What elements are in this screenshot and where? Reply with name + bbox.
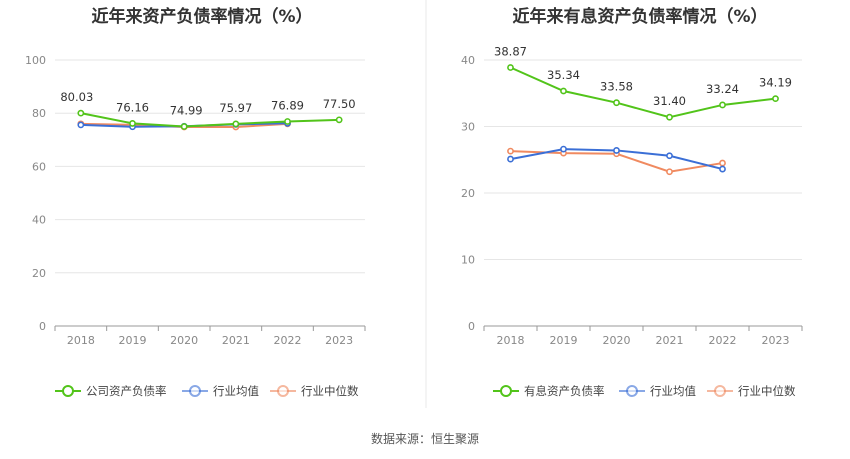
- legend-label: 行业中位数: [738, 384, 796, 398]
- y-tick-label: 0: [468, 320, 475, 333]
- x-tick-label: 2018: [497, 334, 525, 347]
- y-tick-label: 0: [39, 320, 46, 333]
- legend-swatch-marker: [714, 385, 726, 397]
- data-label: 75.97: [219, 101, 252, 115]
- data-source-note: 数据来源：恒生聚源: [371, 431, 479, 446]
- data-point: [507, 147, 514, 155]
- legend-label: 行业均值: [650, 384, 696, 398]
- y-tick-label: 30: [461, 121, 475, 134]
- legend-item-2[interactable]: 行业均值: [619, 384, 696, 398]
- data-label: 33.58: [600, 80, 633, 94]
- series-line-1: [510, 66, 776, 119]
- data-point: [719, 159, 726, 167]
- data-point: [560, 145, 567, 153]
- data-point: [719, 101, 726, 109]
- data-point: [666, 168, 673, 176]
- x-tick-label: 2019: [119, 334, 147, 347]
- legend-swatch-marker: [189, 385, 201, 397]
- x-tick-label: 2023: [325, 334, 353, 347]
- data-label: 76.89: [271, 98, 304, 112]
- data-point: [507, 155, 514, 163]
- data-point: [560, 87, 567, 95]
- legend-swatch-marker: [626, 385, 638, 397]
- data-point: [613, 99, 620, 107]
- chart-panel-1: 近年来资产负债率情况（%） 0 20 40 60 80 100 2018 2019 2020 202…: [25, 6, 366, 398]
- legend-swatch-marker: [62, 385, 74, 397]
- legend-item-3[interactable]: 行业中位数: [270, 384, 359, 398]
- y-tick-label: 20: [461, 187, 475, 200]
- x-tick-label: 2022: [274, 334, 302, 347]
- legend-item-3[interactable]: 行业中位数: [707, 384, 796, 398]
- legend-item-2[interactable]: 行业均值: [182, 384, 259, 398]
- data-point: [719, 165, 726, 173]
- legend-label: 行业中位数: [301, 384, 359, 398]
- data-label: 74.99: [170, 104, 203, 118]
- y-tick-label: 40: [32, 214, 46, 227]
- x-tick-label: 2020: [603, 334, 631, 347]
- data-point: [335, 116, 343, 124]
- y-tick-label: 80: [32, 107, 46, 120]
- x-tick-label: 2022: [709, 334, 737, 347]
- data-label: 80.03: [60, 90, 93, 104]
- data-point: [666, 113, 673, 121]
- legend-swatch-marker: [500, 385, 512, 397]
- data-point: [284, 118, 291, 125]
- x-tick-label: 2018: [67, 334, 95, 347]
- chart-title: 近年来资产负债率情况（%）: [91, 6, 312, 27]
- data-label: 34.19: [759, 76, 792, 90]
- data-point: [77, 121, 85, 129]
- x-tick-label: 2023: [762, 334, 790, 347]
- y-tick-label: 20: [32, 267, 46, 280]
- y-tick-label: 100: [25, 54, 46, 67]
- data-label: 31.40: [653, 94, 686, 108]
- y-tick-label: 40: [461, 54, 475, 67]
- data-point: [232, 120, 240, 128]
- data-label: 33.24: [706, 82, 739, 96]
- data-label: 38.87: [494, 45, 527, 59]
- data-label: 76.16: [116, 100, 149, 114]
- series-line-1: [80, 112, 340, 128]
- chart-title: 近年来有息资产负债率情况（%）: [512, 6, 767, 27]
- chart-panel-2: 近年来有息资产负债率情况（%） 0 10 20 30 40 2018 2019 2020 2021…: [461, 6, 803, 398]
- x-tick-label: 2021: [222, 334, 250, 347]
- data-point: [77, 109, 85, 117]
- legend-item-1[interactable]: 公司资产负债率: [55, 384, 167, 398]
- legend-label: 有息资产负债率: [524, 384, 605, 398]
- data-point: [666, 152, 673, 160]
- data-label: 77.50: [323, 97, 356, 111]
- y-tick-label: 60: [32, 160, 46, 173]
- data-point: [772, 95, 779, 103]
- x-tick-label: 2021: [656, 334, 684, 347]
- y-tick-label: 10: [461, 254, 475, 267]
- x-tick-label: 2020: [170, 334, 198, 347]
- data-point: [129, 120, 136, 127]
- data-label: 35.34: [547, 68, 580, 82]
- legend-label: 行业均值: [213, 384, 259, 398]
- legend-label: 公司资产负债率: [86, 384, 167, 398]
- legend-item-1[interactable]: 有息资产负债率: [493, 384, 605, 398]
- data-point: [180, 123, 188, 130]
- x-tick-label: 2019: [550, 334, 578, 347]
- data-point: [613, 147, 620, 154]
- data-point: [507, 64, 514, 71]
- legend-swatch-marker: [277, 385, 289, 397]
